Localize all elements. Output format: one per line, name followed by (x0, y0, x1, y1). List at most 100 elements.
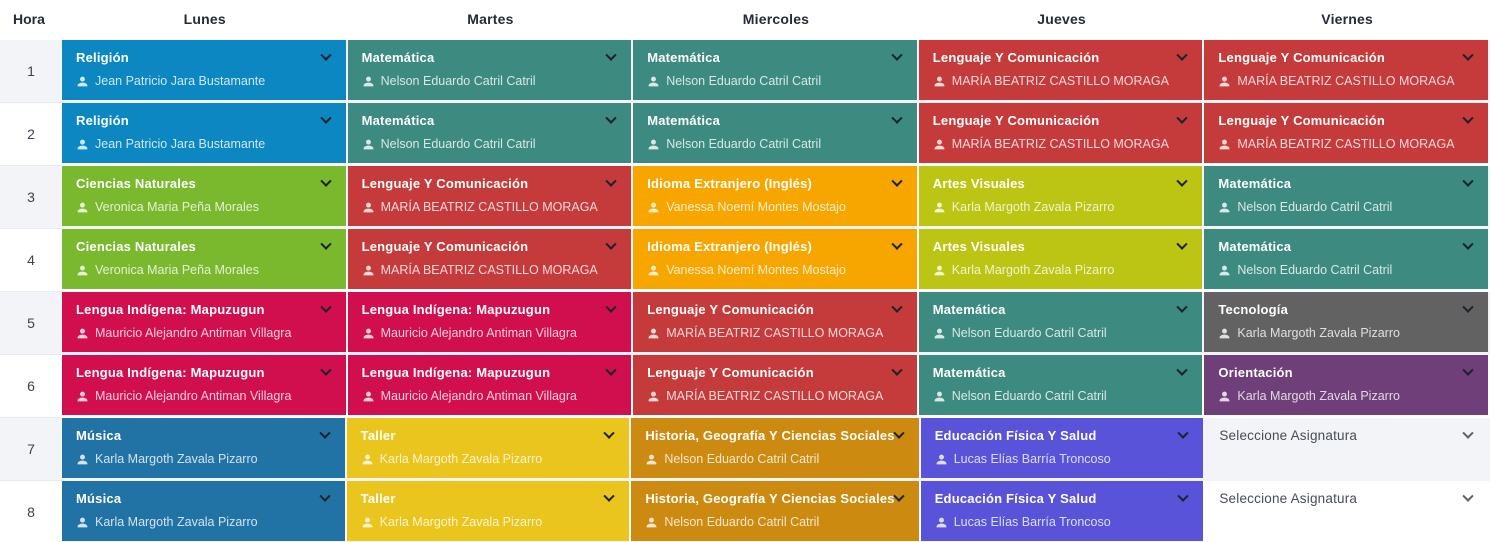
cell-slot: Lenguaje Y Comunicación MARÍA BEATRIZ CA… (1204, 40, 1490, 103)
subject-cell[interactable]: Matemática Nelson Eduardo Catril Catril (633, 40, 917, 100)
chevron-down-icon[interactable] (1462, 112, 1474, 124)
person-icon (934, 76, 945, 86)
subject-cell[interactable]: Matemática Nelson Eduardo Catril Catril (347, 40, 632, 100)
chevron-down-icon[interactable] (1176, 112, 1189, 124)
chevron-down-icon[interactable] (319, 49, 332, 61)
teacher-name: Nelson Eduardo Catril Catril (1237, 200, 1393, 214)
subject-cell[interactable]: Historia, Geografía Y Ciencias Sociales … (631, 418, 919, 478)
chevron-down-icon[interactable] (1462, 427, 1474, 439)
subject-cell[interactable]: Orientación Karla Margoth Zavala Pizarro (1204, 355, 1488, 415)
chevron-down-icon[interactable] (605, 364, 617, 376)
subject-cell[interactable]: Religión Jean Patricio Jara Bustamante (62, 103, 346, 163)
chevron-down-icon[interactable] (1462, 49, 1474, 61)
teacher-line: MARÍA BEATRIZ CASTILLO MORAGA (1218, 137, 1476, 151)
chevron-down-icon[interactable] (605, 301, 617, 313)
subject-cell[interactable]: Lenguaje Y Comunicación MARÍA BEATRIZ CA… (1204, 40, 1488, 100)
chevron-down-icon[interactable] (319, 301, 332, 313)
chevron-down-icon[interactable] (1177, 490, 1190, 502)
subject-cell[interactable]: Lengua Indígena: Mapuzugun Mauricio Alej… (347, 292, 632, 352)
subject-cell[interactable]: Matemática Nelson Eduardo Catril Catril (918, 355, 1203, 415)
subject-cell[interactable]: Lenguaje Y Comunicación MARÍA BEATRIZ CA… (1204, 103, 1488, 163)
chevron-down-icon[interactable] (891, 112, 903, 124)
chevron-down-icon[interactable] (1462, 238, 1474, 250)
subject-cell[interactable]: Matemática Nelson Eduardo Catril Catril (918, 292, 1203, 352)
chevron-down-icon[interactable] (319, 175, 332, 187)
chevron-down-icon[interactable] (1176, 49, 1189, 61)
cell-slot: Matemática Nelson Eduardo Catril Catril (918, 355, 1205, 418)
chevron-down-icon[interactable] (893, 490, 905, 502)
chevron-down-icon[interactable] (319, 112, 332, 124)
subject-cell[interactable]: Matemática Nelson Eduardo Catril Catril (347, 103, 632, 163)
subject-cell[interactable]: Taller Karla Margoth Zavala Pizarro (346, 481, 630, 541)
cell-slot: Lenguaje Y Comunicación MARÍA BEATRIZ CA… (918, 40, 1205, 103)
chevron-down-icon[interactable] (605, 49, 617, 61)
chevron-down-icon[interactable] (1176, 238, 1189, 250)
chevron-down-icon[interactable] (1462, 301, 1474, 313)
subject-cell[interactable]: Lenguaje Y Comunicación MARÍA BEATRIZ CA… (633, 355, 917, 415)
chevron-down-icon[interactable] (891, 175, 903, 187)
chevron-down-icon[interactable] (1176, 175, 1189, 187)
chevron-down-icon[interactable] (893, 427, 905, 439)
subject-cell[interactable]: Matemática Nelson Eduardo Catril Catril (1204, 229, 1488, 289)
chevron-down-icon[interactable] (891, 301, 903, 313)
subject-cell[interactable]: Lenguaje Y Comunicación MARÍA BEATRIZ CA… (918, 40, 1203, 100)
chevron-down-icon[interactable] (603, 427, 615, 439)
chevron-down-icon[interactable] (1462, 175, 1474, 187)
subject-cell[interactable]: Ciencias Naturales Veronica Maria Peña M… (62, 229, 346, 289)
subject-cell[interactable]: Lenguaje Y Comunicación MARÍA BEATRIZ CA… (633, 292, 917, 352)
chevron-down-icon[interactable] (891, 238, 903, 250)
cell-slot: Historia, Geografía Y Ciencias Sociales … (631, 481, 920, 542)
subject-cell[interactable]: Matemática Nelson Eduardo Catril Catril (633, 103, 917, 163)
chevron-down-icon[interactable] (1177, 427, 1190, 439)
subject-cell[interactable]: Lengua Indígena: Mapuzugun Mauricio Alej… (62, 292, 346, 352)
teacher-line: Jean Patricio Jara Bustamante (76, 74, 334, 88)
subject-cell[interactable]: Idioma Extranjero (Inglés) Vanessa Noemí… (633, 229, 917, 289)
teacher-name: Karla Margoth Zavala Pizarro (1237, 389, 1400, 403)
subject-cell-header: Matemática (362, 49, 620, 65)
subject-name: Lenguaje Y Comunicación (647, 302, 814, 317)
subject-select-placeholder[interactable]: Seleccione Asignatura (1205, 481, 1488, 541)
subject-cell[interactable]: Música Karla Margoth Zavala Pizarro (62, 418, 345, 478)
subject-cell-header: Música (76, 490, 333, 506)
cell-slot: Lenguaje Y Comunicación MARÍA BEATRIZ CA… (633, 355, 919, 418)
teacher-line: Mauricio Alejandro Antiman Villagra (362, 326, 620, 340)
subject-cell[interactable]: Lengua Indígena: Mapuzugun Mauricio Alej… (347, 355, 632, 415)
subject-cell[interactable]: Artes Visuales Karla Margoth Zavala Piza… (918, 229, 1203, 289)
subject-cell[interactable]: Educación Física Y Salud Lucas Elías Bar… (920, 418, 1204, 478)
subject-cell[interactable]: Matemática Nelson Eduardo Catril Catril (1204, 166, 1488, 226)
subject-cell[interactable]: Lenguaje Y Comunicación MARÍA BEATRIZ CA… (347, 166, 632, 226)
chevron-down-icon[interactable] (1176, 364, 1189, 376)
teacher-line: Lucas Elías Barría Troncoso (935, 515, 1192, 529)
chevron-down-icon[interactable] (605, 175, 617, 187)
subject-cell[interactable]: Lenguaje Y Comunicación MARÍA BEATRIZ CA… (347, 229, 632, 289)
subject-cell-header: Historia, Geografía Y Ciencias Sociales (645, 427, 906, 443)
subject-cell[interactable]: Lengua Indígena: Mapuzugun Mauricio Alej… (62, 355, 346, 415)
subject-cell[interactable]: Lenguaje Y Comunicación MARÍA BEATRIZ CA… (918, 103, 1203, 163)
chevron-down-icon[interactable] (319, 364, 332, 376)
chevron-down-icon[interactable] (318, 490, 331, 502)
subject-cell[interactable]: Ciencias Naturales Veronica Maria Peña M… (62, 166, 346, 226)
chevron-down-icon[interactable] (605, 238, 617, 250)
chevron-down-icon[interactable] (891, 49, 903, 61)
subject-cell-header: Matemática (647, 112, 905, 128)
subject-cell[interactable]: Música Karla Margoth Zavala Pizarro (62, 481, 345, 541)
cell-slot: Orientación Karla Margoth Zavala Pizarro (1204, 355, 1490, 418)
chevron-down-icon[interactable] (603, 490, 615, 502)
chevron-down-icon[interactable] (319, 238, 332, 250)
chevron-down-icon[interactable] (1462, 490, 1474, 502)
subject-cell[interactable]: Historia, Geografía Y Ciencias Sociales … (631, 481, 919, 541)
subject-cell[interactable]: Religión Jean Patricio Jara Bustamante (62, 40, 346, 100)
chevron-down-icon[interactable] (1176, 301, 1189, 313)
subject-cell[interactable]: Taller Karla Margoth Zavala Pizarro (346, 418, 630, 478)
subject-cell[interactable]: Tecnología Karla Margoth Zavala Pizarro (1204, 292, 1488, 352)
subject-select-placeholder[interactable]: Seleccione Asignatura (1205, 418, 1488, 478)
chevron-down-icon[interactable] (605, 112, 617, 124)
cell-slot: Taller Karla Margoth Zavala Pizarro (346, 481, 632, 542)
chevron-down-icon[interactable] (318, 427, 331, 439)
chevron-down-icon[interactable] (1462, 364, 1474, 376)
subject-cell[interactable]: Educación Física Y Salud Lucas Elías Bar… (920, 481, 1204, 541)
subject-cell-header: Lenguaje Y Comunicación (1218, 112, 1476, 128)
chevron-down-icon[interactable] (891, 364, 903, 376)
subject-cell[interactable]: Artes Visuales Karla Margoth Zavala Piza… (918, 166, 1203, 226)
subject-cell[interactable]: Idioma Extranjero (Inglés) Vanessa Noemí… (633, 166, 917, 226)
